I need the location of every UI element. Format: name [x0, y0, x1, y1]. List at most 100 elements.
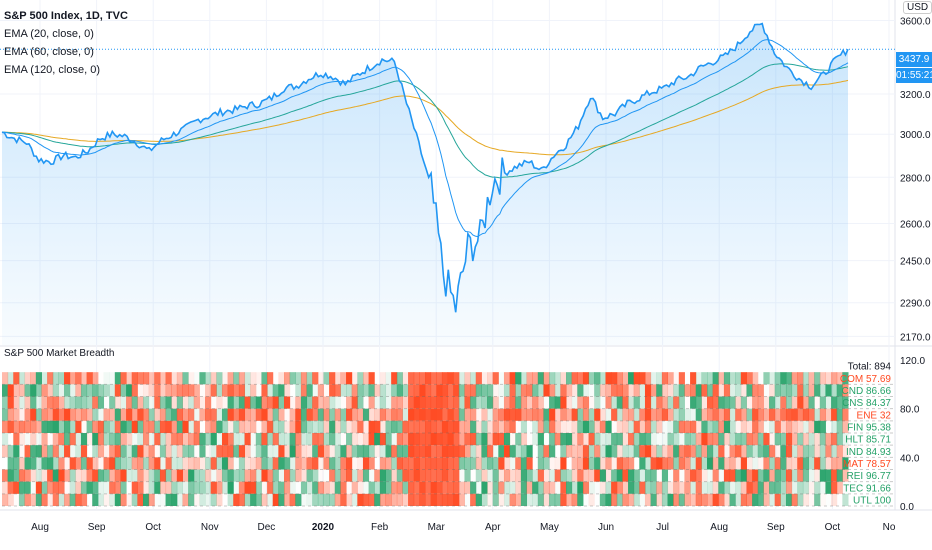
heatmap-cell: [684, 384, 691, 397]
heatmap-cell: [707, 481, 714, 494]
heatmap-cell: [673, 445, 680, 458]
heatmap-cell: [385, 433, 392, 446]
heatmap-cell: [238, 469, 246, 482]
heatmap-cell: [396, 372, 403, 385]
heatmap-cell: [233, 420, 240, 433]
heatmap-cell: [740, 457, 747, 470]
currency-button[interactable]: USD: [903, 1, 932, 14]
heatmap-cell: [210, 384, 217, 397]
heatmap-cell: [616, 457, 623, 470]
heatmap-cell: [509, 433, 516, 446]
heatmap-cell: [137, 433, 144, 446]
heatmap-cell: [492, 408, 499, 421]
heatmap-cell: [633, 408, 640, 421]
heatmap-cell: [413, 457, 420, 470]
heatmap-cell: [210, 469, 217, 482]
heatmap-cell: [836, 433, 843, 446]
heatmap-cell: [690, 396, 697, 409]
heatmap-cell: [221, 384, 229, 397]
heatmap-cell: [791, 384, 798, 397]
heatmap-cell: [515, 445, 522, 458]
heatmap-cell: [143, 433, 150, 446]
heatmap-cell: [577, 396, 584, 409]
heatmap-cell: [396, 481, 403, 494]
heatmap-cell: [80, 457, 88, 470]
heatmap-cell: [165, 396, 172, 409]
heatmap-cell: [503, 384, 511, 397]
heatmap-cell: [131, 372, 138, 385]
heatmap-cell: [385, 481, 392, 494]
heatmap-cell: [453, 396, 460, 409]
heatmap-cell: [616, 433, 623, 446]
heatmap-cell: [52, 481, 59, 494]
heatmap-cell: [334, 493, 341, 506]
heatmap-cell: [131, 396, 138, 409]
heatmap-cell: [69, 493, 76, 506]
heatmap-cell: [137, 469, 144, 482]
heatmap-cell: [211, 397, 217, 409]
heatmap-cell: [746, 457, 753, 470]
heatmap-cell: [97, 493, 105, 506]
heatmap-cell: [334, 396, 341, 409]
heatmap-cell: [176, 469, 183, 482]
heatmap-cell: [520, 372, 528, 385]
heatmap-cell: [453, 481, 460, 494]
heatmap-cell: [729, 457, 736, 470]
heatmap-cell: [441, 445, 449, 458]
heatmap-cell: [199, 384, 205, 396]
heatmap-cell: [605, 420, 612, 433]
price-tick-label: 3000.0: [900, 130, 931, 141]
heatmap-cell: [600, 397, 606, 409]
heatmap-cell: [30, 408, 37, 421]
heatmap-cell: [176, 433, 183, 446]
heatmap-cell: [594, 494, 600, 506]
heatmap-cell: [752, 457, 759, 470]
heatmap-cell: [436, 433, 443, 446]
heatmap-cell: [374, 469, 381, 482]
heatmap-cell: [628, 396, 635, 409]
heatmap-cell: [537, 433, 544, 446]
heatmap-cell: [238, 493, 246, 506]
heatmap-cell: [588, 493, 595, 506]
heatmap-cell: [154, 408, 161, 421]
heatmap-cell: [487, 420, 494, 433]
heatmap-cell: [498, 396, 505, 409]
heatmap-cell: [35, 420, 42, 433]
heatmap-cell: [746, 481, 753, 494]
heatmap-cell: [611, 433, 618, 446]
price-tick-label: 3200.0: [900, 90, 931, 101]
heatmap-cell: [329, 445, 336, 458]
heatmap-cell: [644, 457, 652, 470]
heatmap-cell: [661, 384, 669, 397]
countdown-tag: 01:55:21: [896, 68, 932, 83]
heatmap-cell: [560, 493, 567, 506]
heatmap-cell: [329, 384, 336, 397]
heatmap-cell: [622, 408, 629, 421]
heatmap-cell: [346, 469, 353, 482]
heatmap-cell: [58, 481, 65, 494]
time-tick-label: Feb: [371, 522, 389, 533]
heatmap-cell: [757, 469, 764, 482]
heatmap-cell: [120, 433, 127, 446]
heatmap-cell: [520, 396, 528, 409]
heatmap-cell: [690, 420, 697, 433]
heatmap-cell: [543, 372, 550, 385]
heatmap-cell: [447, 445, 454, 458]
heatmap-cell: [599, 420, 606, 433]
heatmap-cell: [425, 408, 432, 421]
heatmap-cell: [7, 457, 14, 470]
breadth-tick-label: 80.0: [900, 405, 920, 416]
heatmap-cell: [391, 493, 398, 506]
heatmap-cell: [594, 396, 601, 409]
heatmap-cell: [836, 372, 843, 385]
heatmap-cell: [289, 445, 296, 458]
heatmap-cell: [814, 481, 821, 494]
heatmap-cell: [182, 493, 189, 506]
heatmap-cell: [729, 396, 736, 409]
heatmap-cell: [205, 372, 212, 385]
heatmap-cell: [526, 384, 533, 397]
heatmap-cell: [295, 420, 302, 433]
heatmap-cell: [458, 372, 465, 385]
heatmap-cell: [650, 433, 657, 446]
